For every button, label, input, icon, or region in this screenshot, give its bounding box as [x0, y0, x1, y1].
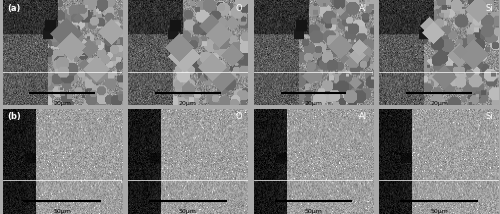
Text: Si: Si [486, 4, 493, 13]
Text: Al: Al [360, 4, 368, 13]
Text: 20μm: 20μm [179, 101, 197, 106]
Text: 20μm: 20μm [430, 101, 448, 106]
Text: 20μm: 20μm [304, 101, 322, 106]
Text: 20μm: 20μm [54, 101, 72, 106]
Text: (b): (b) [8, 112, 21, 121]
Text: (a): (a) [8, 4, 20, 13]
Text: 50μm: 50μm [54, 209, 72, 214]
Text: 50μm: 50μm [179, 209, 197, 214]
Text: Si: Si [486, 112, 493, 121]
Text: Al: Al [360, 112, 368, 121]
Text: O: O [235, 112, 242, 121]
Text: O: O [235, 4, 242, 13]
Text: 50μm: 50μm [304, 209, 322, 214]
Text: 50μm: 50μm [430, 209, 448, 214]
